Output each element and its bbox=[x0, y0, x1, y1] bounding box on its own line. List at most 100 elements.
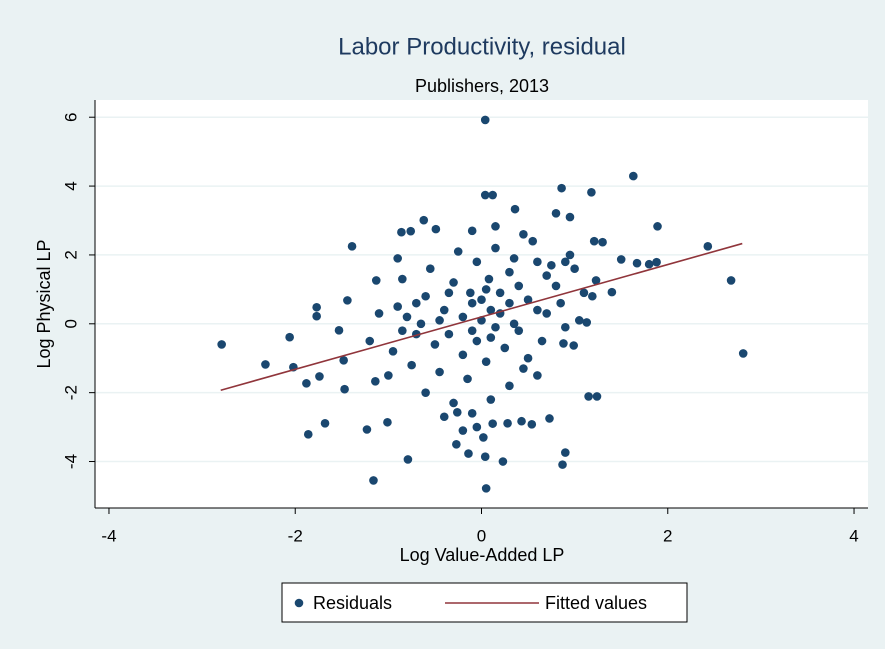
scatter-point bbox=[579, 288, 589, 298]
scatter-point bbox=[430, 340, 440, 349]
scatter-point bbox=[533, 305, 542, 315]
scatter-point bbox=[509, 319, 519, 329]
scatter-point bbox=[393, 302, 402, 311]
scatter-point bbox=[481, 285, 491, 294]
scatter-point bbox=[340, 384, 349, 394]
y-tick-label: -4 bbox=[61, 454, 80, 469]
scatter-point bbox=[547, 260, 556, 270]
scatter-point bbox=[419, 215, 429, 225]
scatter-point bbox=[569, 341, 579, 350]
scatter-point bbox=[463, 374, 472, 384]
scatter-point bbox=[477, 295, 486, 304]
scatter-point bbox=[486, 305, 496, 315]
scatter-point bbox=[582, 318, 592, 327]
scatter-point bbox=[472, 422, 482, 432]
y-tick-label: -2 bbox=[61, 385, 80, 400]
y-tick-label: 6 bbox=[61, 112, 80, 121]
scatter-point bbox=[472, 257, 482, 267]
scatter-point bbox=[458, 426, 468, 435]
scatter-point bbox=[644, 259, 654, 269]
scatter-point bbox=[551, 281, 561, 291]
scatter-point bbox=[519, 364, 528, 373]
scatter-point bbox=[519, 229, 528, 239]
scatter-point bbox=[406, 226, 416, 236]
chart-title: Labor Productivity, residual bbox=[338, 33, 626, 60]
y-tick-label: 0 bbox=[61, 319, 80, 328]
scatter-point bbox=[598, 237, 607, 247]
scatter-point bbox=[592, 392, 602, 401]
scatter-point bbox=[480, 115, 490, 125]
scatter-point bbox=[472, 336, 482, 346]
scatter-point bbox=[587, 187, 596, 197]
scatter-point bbox=[315, 372, 324, 381]
scatter-point bbox=[491, 322, 500, 332]
scatter-point bbox=[347, 242, 357, 251]
scatter-point bbox=[517, 416, 526, 426]
scatter-point bbox=[402, 312, 412, 322]
scatter-point bbox=[439, 305, 449, 315]
scatter-point bbox=[726, 276, 736, 285]
scatter-point bbox=[398, 326, 407, 335]
scatter-point bbox=[574, 316, 584, 325]
scatter-point bbox=[559, 339, 568, 348]
scatter-point bbox=[458, 312, 468, 322]
scatter-point bbox=[484, 274, 494, 284]
scatter-point bbox=[444, 288, 454, 298]
marks bbox=[217, 115, 748, 493]
scatter-point bbox=[374, 309, 384, 318]
scatter-point bbox=[362, 425, 372, 434]
scatter-point bbox=[439, 412, 449, 422]
scatter-point bbox=[616, 255, 626, 264]
scatter-point bbox=[607, 287, 617, 297]
scatter-point bbox=[527, 420, 537, 429]
scatter-point bbox=[431, 224, 441, 234]
y-tick-label: 2 bbox=[61, 250, 80, 259]
scatter-point bbox=[453, 247, 463, 256]
scatter-point bbox=[466, 288, 475, 298]
scatter-point bbox=[514, 326, 524, 335]
plot-area bbox=[95, 100, 868, 508]
scatter-point bbox=[545, 414, 554, 423]
scatter-point bbox=[285, 332, 294, 342]
scatter-point bbox=[435, 367, 444, 377]
scatter-point bbox=[339, 355, 348, 365]
scatter-point bbox=[481, 484, 491, 493]
x-tick-label: 0 bbox=[477, 526, 486, 545]
scatter-point bbox=[584, 392, 593, 401]
scatter-point bbox=[312, 311, 321, 321]
scatter-point bbox=[514, 281, 524, 291]
scatter-point bbox=[393, 254, 402, 263]
legend-marker bbox=[294, 598, 304, 608]
scatter-point bbox=[449, 398, 458, 408]
scatter-point bbox=[334, 326, 344, 335]
scatter-point bbox=[479, 433, 488, 442]
scatter-point bbox=[467, 226, 477, 236]
scatter-point bbox=[449, 278, 458, 287]
scatter-point bbox=[302, 379, 311, 388]
scatter-point bbox=[556, 298, 565, 308]
scatter-point bbox=[467, 409, 477, 418]
scatter-point bbox=[398, 274, 407, 284]
scatter-point bbox=[629, 171, 638, 181]
scatter-point bbox=[570, 264, 579, 274]
scatter-point bbox=[481, 357, 491, 366]
scatter-point bbox=[632, 258, 642, 268]
scatter-point bbox=[509, 254, 519, 263]
scatter-point bbox=[561, 322, 570, 332]
x-tick-label: 4 bbox=[849, 526, 858, 545]
scatter-point bbox=[397, 227, 406, 237]
scatter-point bbox=[557, 183, 566, 193]
legend-label: Fitted values bbox=[545, 593, 647, 613]
scatter-point bbox=[312, 302, 321, 312]
scatter-point bbox=[452, 440, 461, 449]
scatter-point bbox=[403, 455, 413, 464]
scatter-point bbox=[467, 326, 477, 335]
scatter-point bbox=[495, 288, 505, 298]
scatter-point bbox=[653, 222, 662, 231]
scatter-point bbox=[365, 336, 375, 346]
scatter-point bbox=[500, 343, 510, 353]
scatter-point bbox=[505, 267, 514, 277]
y-tick-label: 4 bbox=[61, 181, 80, 190]
